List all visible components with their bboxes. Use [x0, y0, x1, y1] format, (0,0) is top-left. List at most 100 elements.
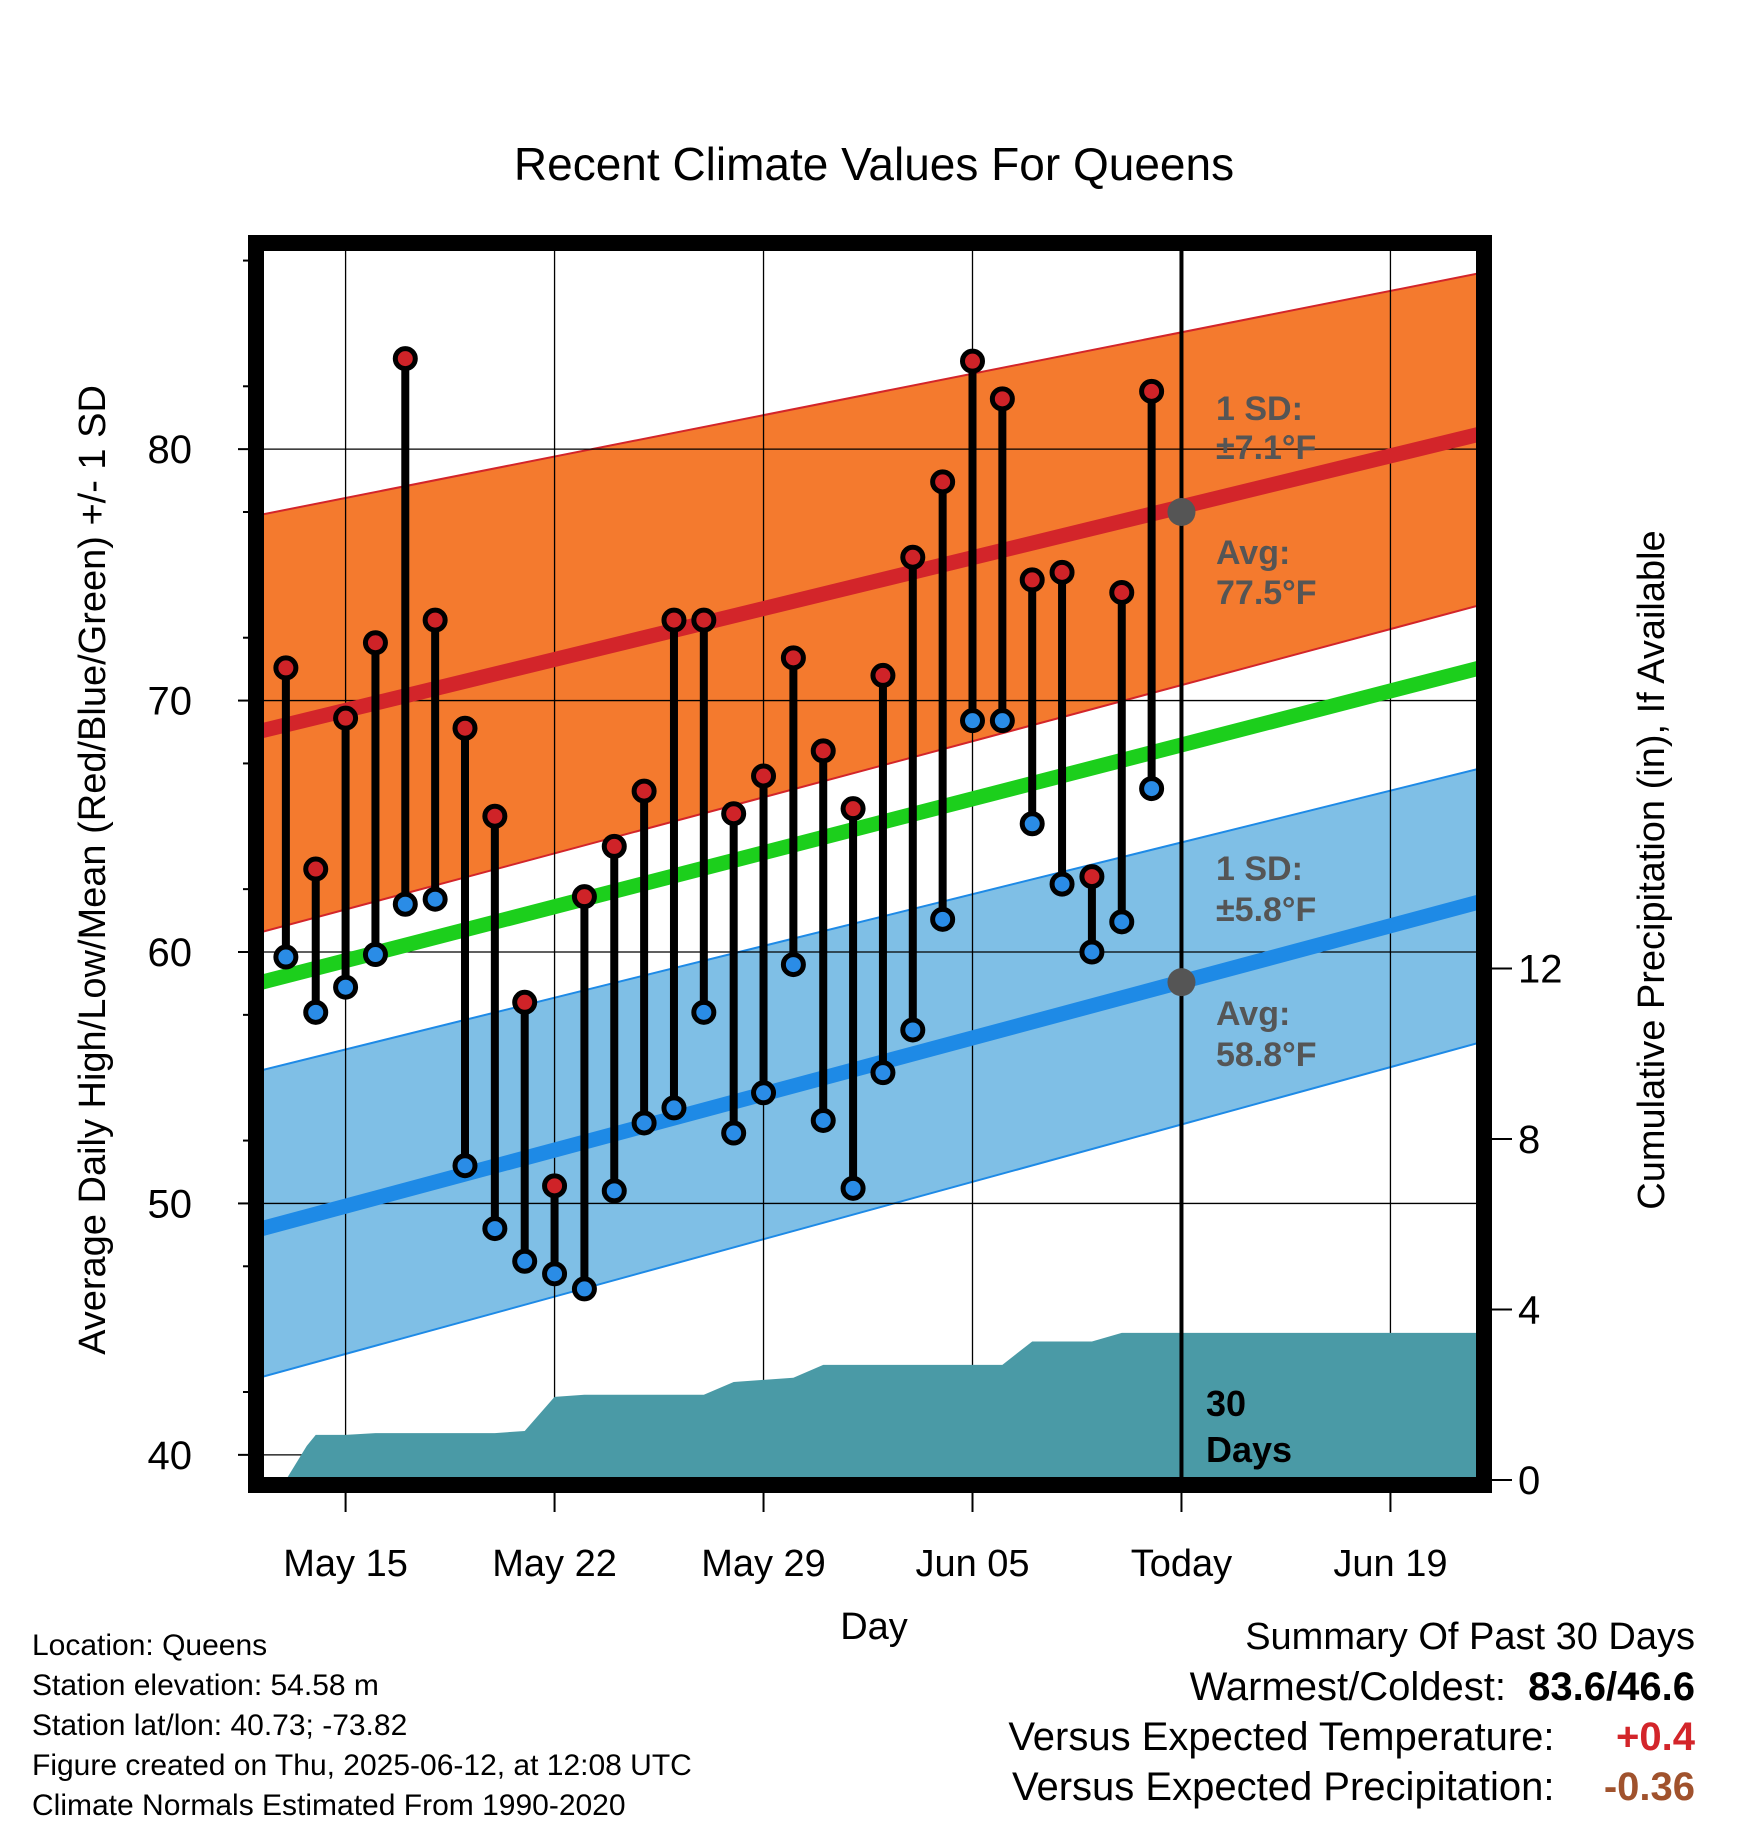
daily-low-point — [422, 886, 448, 912]
daily-low-point — [751, 1080, 777, 1106]
daily-high-point — [721, 801, 747, 827]
warmest-coldest-value: 83.6/46.6 — [1528, 1665, 1695, 1709]
station-info: Location: Queens Station elevation: 54.5… — [32, 1626, 692, 1826]
daily-low-point — [870, 1060, 896, 1086]
temp-departure-label: Versus Expected Temperature: — [1008, 1715, 1555, 1759]
daily-high-point — [452, 715, 478, 741]
daily-low-point — [691, 999, 717, 1025]
left-tick-label: 50 — [148, 1182, 193, 1226]
daily-high-point — [601, 833, 627, 859]
daily-low-point — [571, 1276, 597, 1302]
right-axis-label: Cumulative Precipitation (in), If Availa… — [1631, 530, 1673, 1209]
daily-high-point — [870, 662, 896, 688]
left-tick-label: 70 — [148, 680, 193, 724]
precip-departure-value: -0.36 — [1603, 1765, 1695, 1809]
daily-low-point — [392, 891, 418, 917]
today-line — [1167, 245, 1196, 1483]
precip-cumulative — [262, 1332, 1480, 1480]
daily-high-point — [1109, 579, 1135, 605]
daily-high-point — [392, 346, 418, 372]
latlon-text: Station lat/lon: 40.73; -73.82 — [32, 1709, 408, 1742]
elevation-text: Station elevation: 54.58 m — [32, 1669, 379, 1702]
today-low-avg-marker — [1167, 968, 1196, 997]
high-avg-value: 77.5°F — [1216, 574, 1317, 612]
warmest-coldest-row: Warmest/Coldest: 83.6/46.6 — [1008, 1662, 1695, 1712]
left-tick-label: 60 — [148, 931, 193, 975]
daily-low-point — [631, 1110, 657, 1136]
location-text: Location: Queens — [32, 1629, 268, 1662]
daily-high-point — [840, 796, 866, 822]
summary-heading: Summary Of Past 30 Days — [1245, 1616, 1695, 1658]
left-axis-label: Average Daily High/Low/Mean (Red/Blue/Gr… — [72, 385, 114, 1355]
low-sd-title: 1 SD: — [1216, 850, 1303, 888]
left-tick-label: 40 — [148, 1434, 193, 1478]
daily-observations — [273, 346, 1165, 1302]
plot-frame — [248, 235, 1492, 1493]
temp-departure-row: Versus Expected Temperature: +0.4 — [1008, 1712, 1695, 1762]
low-avg-value: 58.8°F — [1216, 1036, 1317, 1074]
daily-low-point — [960, 708, 985, 734]
daily-low-point — [810, 1107, 836, 1133]
low-sd-value: ±5.8°F — [1216, 891, 1316, 929]
warmest-coldest-label: Warmest/Coldest: — [1189, 1665, 1506, 1709]
daily-low-point — [1019, 811, 1045, 837]
window-days-line2: Days — [1206, 1429, 1292, 1470]
precip-departure-row: Versus Expected Precipitation: -0.36 — [1008, 1762, 1695, 1812]
bottom-tick-label: May 29 — [701, 1543, 826, 1585]
daily-low-point — [1109, 909, 1135, 935]
daily-low-point — [1079, 939, 1105, 965]
right-tick-label: 4 — [1518, 1288, 1540, 1332]
bottom-tick-label: May 15 — [283, 1543, 408, 1585]
daily-high-point — [661, 607, 687, 633]
daily-low-point — [900, 1017, 926, 1043]
daily-high-point — [482, 803, 508, 829]
window-days-line1: 30 — [1206, 1383, 1246, 1424]
right-tick-label: 0 — [1518, 1459, 1540, 1503]
bottom-tick-label: Jun 05 — [915, 1543, 1029, 1585]
daily-low-point — [362, 942, 388, 968]
daily-low-point — [780, 952, 806, 978]
bottom-tick-label: May 22 — [492, 1543, 617, 1585]
daily-high-point — [422, 607, 448, 633]
daily-high-point — [989, 386, 1015, 412]
x-axis-label: Day — [840, 1606, 908, 1648]
daily-high-point — [273, 655, 299, 681]
daily-low-point — [273, 944, 299, 970]
daily-low-point — [930, 906, 956, 932]
daily-low-point — [601, 1178, 627, 1204]
daily-high-point — [1139, 378, 1165, 404]
axes: 40 50 60 70 80 0 4 8 12 May 15 May 22 May 29 Jun 05 T… — [148, 259, 1563, 1585]
daily-high-point — [900, 544, 926, 570]
daily-low-point — [482, 1216, 508, 1242]
daily-high-point — [751, 763, 777, 789]
bottom-tick-label: Today — [1131, 1543, 1232, 1585]
daily-low-point — [542, 1261, 568, 1287]
left-tick-label: 80 — [148, 428, 193, 472]
daily-high-point — [1019, 567, 1045, 593]
daily-high-point — [691, 607, 717, 633]
high-normal-line — [262, 426, 1480, 739]
daily-low-point — [661, 1095, 687, 1121]
normals-text: Climate Normals Estimated From 1990-2020 — [32, 1789, 626, 1822]
daily-low-point — [1139, 776, 1165, 802]
daily-high-point — [512, 989, 538, 1015]
daily-high-point — [960, 348, 985, 374]
right-tick-label: 12 — [1518, 947, 1563, 991]
high-sd-title: 1 SD: — [1216, 390, 1303, 428]
right-tick-label: 8 — [1518, 1118, 1540, 1162]
daily-low-point — [721, 1120, 747, 1146]
daily-low-point — [840, 1175, 866, 1201]
high-sd-band — [262, 273, 1480, 932]
chart-title: Recent Climate Values For Queens — [514, 138, 1234, 190]
high-avg-title: Avg: — [1216, 534, 1290, 572]
daily-low-point — [1049, 871, 1075, 897]
daily-high-point — [780, 645, 806, 671]
daily-high-point — [333, 705, 359, 731]
daily-high-point — [1049, 559, 1075, 585]
created-text: Figure created on Thu, 2025-06-12, at 12… — [32, 1749, 692, 1782]
daily-high-point — [303, 856, 329, 882]
daily-high-point — [930, 469, 956, 495]
high-sd-value: ±7.1°F — [1216, 429, 1316, 467]
annotations: 1 SD: ±7.1°F Avg: 77.5°F 1 SD: ±5.8°F Av… — [1206, 390, 1317, 1470]
